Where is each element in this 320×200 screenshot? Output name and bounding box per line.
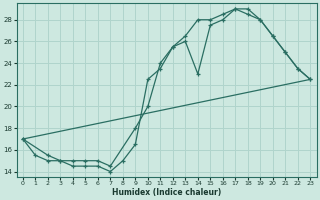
X-axis label: Humidex (Indice chaleur): Humidex (Indice chaleur) bbox=[112, 188, 221, 197]
